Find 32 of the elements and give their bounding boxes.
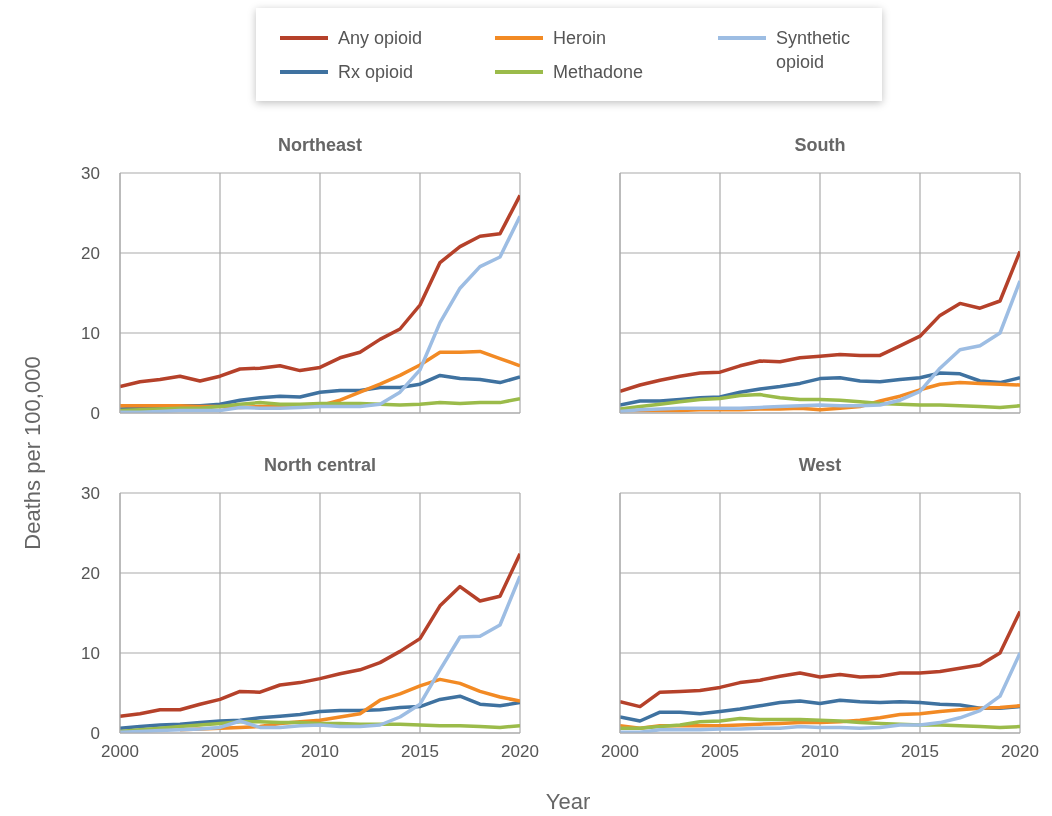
x-tick-label: 2000 — [601, 742, 639, 762]
legend-label: Rx opioid — [338, 61, 415, 84]
y-tick-label: 0 — [90, 404, 100, 424]
x-tick-label: 2020 — [501, 742, 539, 762]
y-tick-label: 30 — [81, 164, 100, 184]
legend-label: Any opioid — [338, 27, 424, 50]
y-tick-label: 30 — [81, 484, 100, 504]
y-tick-label: 20 — [81, 244, 100, 264]
legend-label: Synthetic opioid — [776, 27, 852, 74]
y-tick-label: 20 — [81, 564, 100, 584]
y-tick-label: 10 — [81, 324, 100, 344]
x-tick-label: 2010 — [301, 742, 339, 762]
line-series — [120, 193, 520, 389]
y-axis-title: Deaths per 100,000 — [20, 356, 46, 550]
x-axis-title: Year — [545, 789, 591, 815]
x-tick-label: 2015 — [401, 742, 439, 762]
legend-label: Heroin — [553, 27, 608, 50]
x-tick-label: 2005 — [201, 742, 239, 762]
x-tick-label: 2000 — [101, 742, 139, 762]
chart-title: South — [793, 135, 847, 156]
chart-title: Northeast — [277, 135, 363, 156]
x-tick-label: 2020 — [1001, 742, 1039, 762]
line-series — [120, 694, 520, 730]
x-tick-label: 2005 — [701, 742, 739, 762]
line-series — [120, 552, 520, 718]
chart-title: West — [797, 455, 843, 476]
y-tick-label: 10 — [81, 644, 100, 664]
x-tick-label: 2015 — [901, 742, 939, 762]
chart-title: North central — [263, 455, 377, 476]
legend-label: Methadone — [553, 61, 645, 84]
y-tick-label: 0 — [90, 724, 100, 744]
x-tick-label: 2010 — [801, 742, 839, 762]
